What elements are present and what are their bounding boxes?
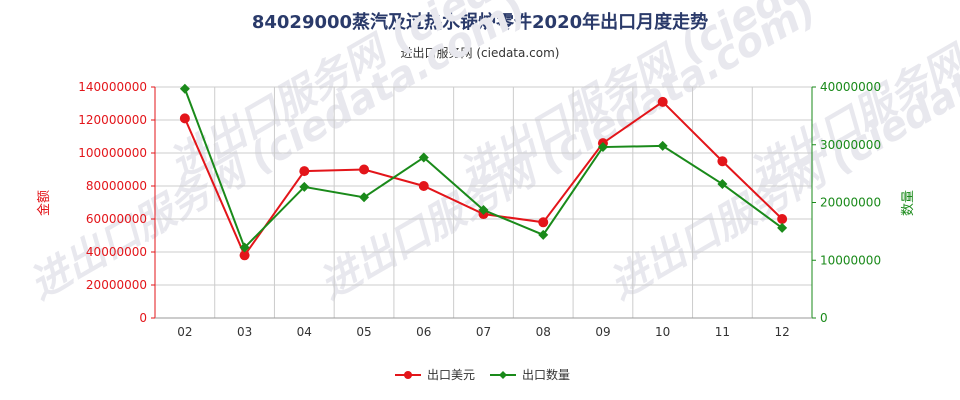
left-tick-label: 40000000 — [86, 245, 147, 259]
chart-subtitle: 进出口服务网 (ciedata.com) — [400, 46, 560, 60]
left-axis-label: 金额 — [36, 190, 52, 216]
legend-label-2: 出口数量 — [522, 367, 570, 382]
series-1-point — [299, 166, 310, 177]
right-tick-label: 40000000 — [820, 80, 881, 94]
x-tick-label: 11 — [715, 325, 730, 339]
left-tick-label: 80000000 — [86, 179, 147, 193]
legend-label-1: 出口美元 — [427, 368, 475, 382]
right-tick-label: 0 — [820, 311, 828, 325]
series-1-point — [777, 214, 788, 224]
x-tick-label: 03 — [237, 325, 252, 339]
series-2-point — [359, 192, 370, 203]
x-tick-label: 05 — [356, 325, 371, 339]
series-2-point — [597, 142, 608, 153]
right-axis-label: 数量 — [901, 190, 916, 216]
legend-marker-1 — [404, 371, 412, 379]
right-axis-ticks: 0 10000000 20000000 30000000 40000000 数量 — [812, 80, 916, 325]
series-2-point — [239, 242, 250, 253]
left-tick-label: 120000000 — [78, 113, 147, 127]
series-layer — [179, 83, 788, 261]
left-tick-label: 60000000 — [86, 212, 147, 226]
legend-marker-2 — [499, 371, 507, 379]
series-2-point — [657, 140, 668, 151]
x-axis-ticks: 02 03 04 05 06 07 08 09 10 11 12 — [177, 325, 790, 339]
left-tick-label: 140000000 — [78, 80, 147, 94]
x-tick-label: 02 — [177, 325, 192, 339]
series-2-point — [717, 179, 728, 190]
series-1-point — [359, 164, 370, 175]
series-1-point — [717, 156, 728, 167]
left-tick-label: 20000000 — [86, 278, 147, 292]
chart-title: 84029000蒸汽及过热水锅炉零件2020年出口月度走势 — [251, 12, 709, 33]
series-2-point — [777, 222, 788, 233]
series-1-point — [657, 96, 668, 107]
series-2-point — [478, 205, 489, 216]
left-axis-ticks: 0 20000000 40000000 60000000 80000000 1000000… — [36, 80, 155, 325]
x-tick-label: 12 — [774, 325, 789, 339]
series-2-point — [538, 229, 549, 240]
x-tick-label: 06 — [416, 325, 431, 339]
series-2-point — [418, 152, 429, 163]
left-tick-label: 0 — [139, 311, 147, 325]
x-tick-label: 04 — [297, 325, 312, 339]
series-1-point — [418, 181, 429, 191]
series-2-point — [179, 83, 190, 94]
x-tick-label: 07 — [476, 325, 491, 339]
series-1-point — [179, 113, 190, 124]
right-tick-label: 10000000 — [820, 253, 881, 267]
x-tick-label: 09 — [595, 325, 610, 339]
right-tick-label: 30000000 — [820, 138, 881, 152]
series-1-point — [239, 250, 250, 261]
x-tick-label: 10 — [655, 325, 670, 339]
series-1-point — [538, 217, 549, 228]
series-2-point — [299, 181, 310, 192]
x-tick-label: 08 — [536, 325, 551, 339]
legend: 出口美元 出口数量 — [395, 367, 570, 382]
right-tick-label: 20000000 — [820, 196, 881, 210]
left-tick-label: 100000000 — [78, 146, 147, 160]
